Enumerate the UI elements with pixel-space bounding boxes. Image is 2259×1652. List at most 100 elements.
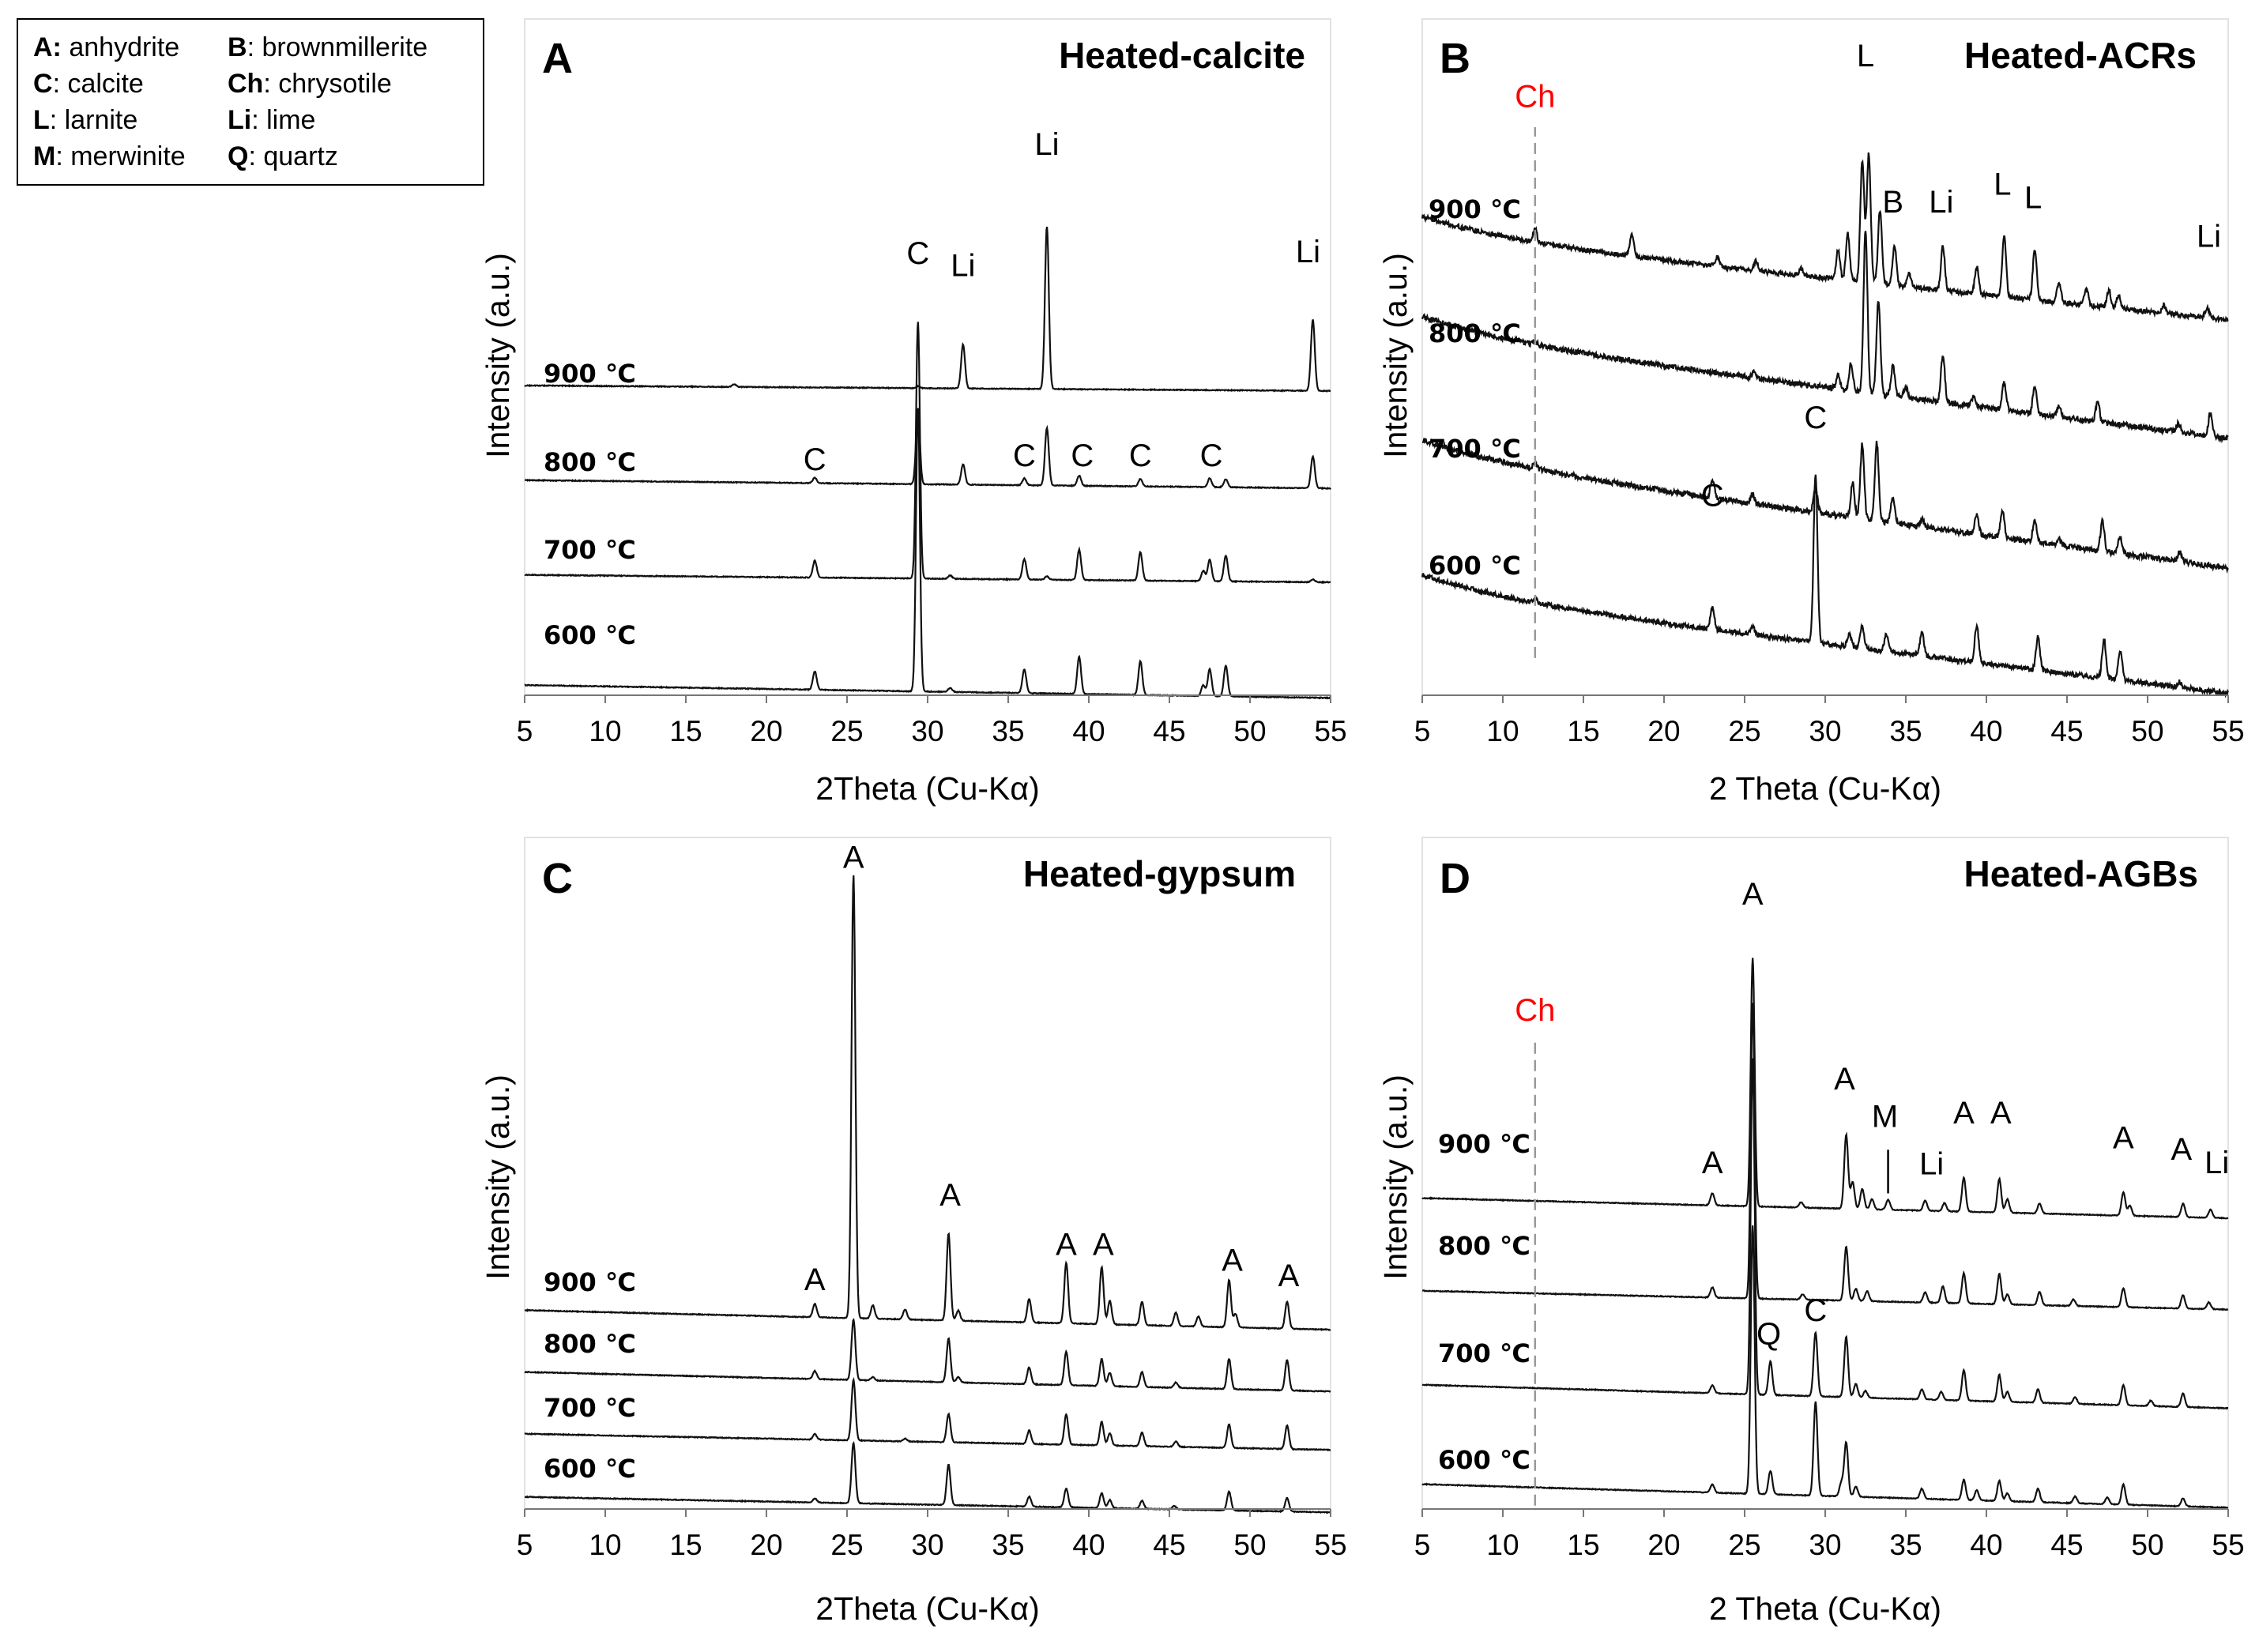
panel-a-series-700 [524,322,1331,585]
panel-c-peak-label-a: A [804,1263,826,1297]
panel-d-y-axis-label: Intensity (a.u.) [1377,1074,1414,1280]
panel-a-x-tick-label: 50 [1233,715,1266,747]
panel-d-x-tick-label: 5 [1414,1529,1431,1561]
panel-b-peak-label-l: L [1994,167,2011,202]
panel-b-peak-label-l: L [1857,39,1874,73]
panel-a-peak-label-li: Li [1034,127,1059,162]
panel-d-x-tick-label: 45 [2050,1529,2083,1561]
legend-entry-calcite: C: calcite [33,69,144,99]
panel-b-peak-label-c: C [1701,478,1724,513]
panel-b-peak-label-l: L [2024,181,2042,216]
panel-a-y-axis-label: Intensity (a.u.) [480,253,516,458]
panel-c-x-tick-label: 10 [589,1529,621,1561]
panel-c-temp-label-800: 800 ℃ [544,1329,636,1359]
panel-d-x-tick-label: 35 [1889,1529,1922,1561]
panel-c-peak-label-a: A [843,840,864,875]
panel-a-temp-label-600: 600 ℃ [544,620,636,650]
panel-d-peak-label-a: A [1742,877,1764,912]
panel-a-peak-label-li: Li [1296,235,1320,269]
legend-box [17,18,484,186]
panel-b-y-axis-label: Intensity (a.u.) [1377,253,1414,458]
panel-c-x-axis-label: 2Theta (Cu-Kα) [815,1590,1039,1627]
panel-d-x-ticks: 5 10 15 20 25 30 35 40 45 50 55 [1414,1509,2245,1561]
panel-d-peak-label-a: A [1834,1062,1855,1097]
legend-entry-quartz: Q: quartz [228,141,338,171]
panel-d-series-800 [1421,1003,2229,1311]
panel-d-plot-area [1421,837,2229,1510]
panel-a-x-axis-label: 2Theta (Cu-Kα) [815,770,1039,807]
panel-b-peak-label-b: B [1882,185,1903,220]
panel-a-series-900 [524,226,1331,393]
panel-a-x-tick-label: 55 [1314,715,1346,747]
panel-c-y-axis-label: Intensity (a.u.) [480,1074,516,1280]
panel-c-title: Heated-gypsum [1023,853,1296,894]
panel-a-letter: A [542,35,573,82]
panel-b-peak-label-ch: Ch [1515,79,1555,114]
panel-c-x-tick-label: 20 [750,1529,782,1561]
panel-d-peak-label-q: Q [1756,1317,1781,1352]
panel-c-x-tick-label: 15 [669,1529,702,1561]
panel-d-peak-label-a: A [2171,1132,2192,1167]
panel-a-peak-label-c: C [804,442,826,477]
panel-c-peak-label-a: A [1278,1259,1300,1293]
panel-a-plot-area [524,18,1331,696]
panel-c-x-tick-label: 30 [911,1529,943,1561]
panel-c-temp-label-700: 700 ℃ [544,1393,636,1423]
panel-a-temp-label-900: 900 ℃ [544,359,636,389]
panel-c-x-tick-label: 45 [1153,1529,1185,1561]
panel-a-peak-label-c: C [1013,438,1036,473]
panel-d-x-tick-label: 55 [2212,1529,2244,1561]
panel-a-peak-label-c: C [1129,438,1152,473]
panel-b-x-tick-label: 25 [1728,715,1760,747]
panel-d-x-tick-label: 50 [2131,1529,2163,1561]
panel-b-series-700 [1421,437,2229,574]
panel-d-temp-label-900: 900 ℃ [1438,1129,1530,1159]
panel-d-peak-label-li: Li [1919,1147,1944,1182]
legend-entry-merwinite: M: merwinite [33,141,186,171]
panel-d-temp-label-600: 600 ℃ [1438,1445,1530,1475]
panel-a-x-tick-label: 20 [750,715,782,747]
panel-d-temp-label-800: 800 ℃ [1438,1231,1530,1261]
panel-a-title: Heated-calcite [1059,35,1305,76]
panel-b-x-tick-label: 45 [2050,715,2083,747]
panel-c-series-600 [525,1441,1331,1515]
panel-b-x-ticks: 5 10 15 20 25 30 35 40 45 50 55 [1414,695,2245,747]
panel-c-peak-label-a: A [1222,1243,1243,1278]
panel-c-x-tick-label: 5 [517,1529,533,1561]
panel-b-x-axis-label: 2 Theta (Cu-Kα) [1709,770,1941,807]
panel-d-peak-label-a: A [1990,1096,2012,1131]
panel-c-plot-area [524,837,1331,1510]
panel-a-x-tick-label: 35 [992,715,1024,747]
panel-a-x-tick-label: 40 [1072,715,1105,747]
panel-d-letter: D [1440,855,1470,902]
panel-c-series-800 [524,1318,1331,1393]
panel-a-series-800 [525,409,1331,491]
panel-b-temp-label-700: 700 ℃ [1429,434,1521,464]
panel-c-x-tick-label: 35 [992,1529,1024,1561]
legend-entry-larnite: L: larnite [33,105,137,135]
panel-b-series-800 [1421,231,2229,444]
panel-a-x-tick-label: 25 [830,715,863,747]
panel-b-letter: B [1440,35,1470,82]
panel-b-x-tick-label: 35 [1889,715,1922,747]
panel-b-x-tick-label: 30 [1809,715,1841,747]
panel-b-x-tick-label: 50 [2131,715,2163,747]
panel-c-peak-label-a: A [1056,1228,1077,1263]
panel-b-x-tick-label: 15 [1567,715,1599,747]
panel-c-peak-label-a: A [1093,1228,1114,1263]
panel-a-temp-label-700: 700 ℃ [544,535,636,565]
panel-c-x-tick-label: 55 [1314,1529,1346,1561]
panel-d-x-tick-label: 30 [1809,1529,1841,1561]
panel-b-plot-area [1421,18,2229,696]
panel-b-temp-label-800: 800 ℃ [1429,318,1521,348]
panel-d-peak-label-c: C [1804,1293,1827,1328]
panel-d-temp-label-700: 700 ℃ [1438,1338,1530,1368]
panel-d-x-axis-label: 2 Theta (Cu-Kα) [1709,1590,1941,1627]
panel-a-peak-label-li: Li [951,248,975,283]
